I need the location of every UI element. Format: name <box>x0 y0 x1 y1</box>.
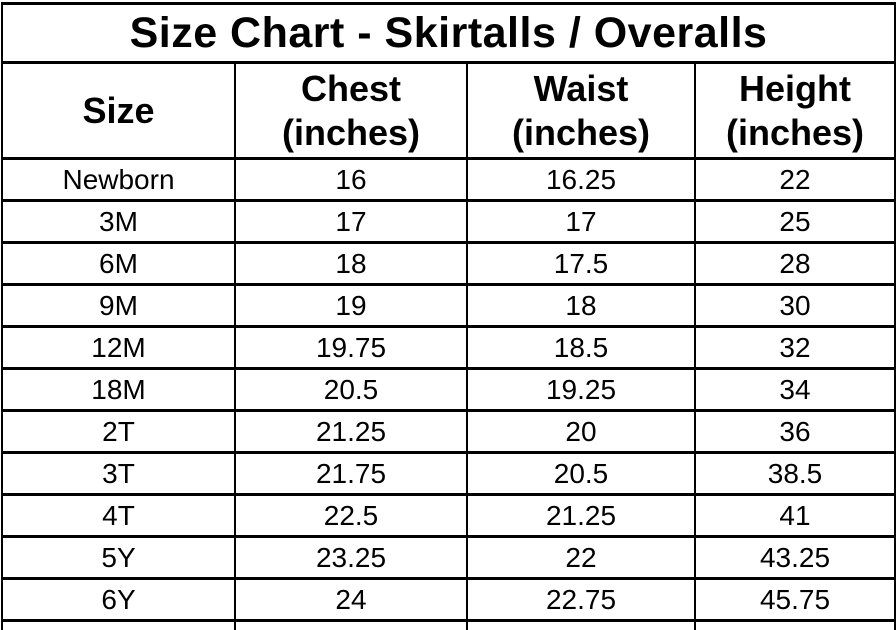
chest-cell: 16 <box>235 159 467 201</box>
size-cell: 9M <box>2 285 235 327</box>
waist-cell: 20 <box>467 411 695 453</box>
chest-cell: 19 <box>235 285 467 327</box>
height-cell: 45.75 <box>695 579 895 621</box>
column-header-size-label: Size <box>3 89 234 133</box>
chest-cell: 20.5 <box>235 369 467 411</box>
waist-cell: 17.5 <box>467 243 695 285</box>
column-header-waist-label: Waist <box>468 67 694 111</box>
size-cell: 6Y <box>2 579 235 621</box>
column-header-waist-unit: (inches) <box>468 111 694 155</box>
table-row: 6Y 24 22.75 45.75 <box>2 579 895 621</box>
size-cell: 6M <box>2 243 235 285</box>
table-row: 5Y 23.25 22 43.25 <box>2 537 895 579</box>
column-header-waist: Waist (inches) <box>467 63 695 159</box>
table-row: 12M 19.75 18.5 32 <box>2 327 895 369</box>
header-row: Size Chest (inches) Waist (inches) Heigh… <box>2 63 895 159</box>
title-row: Size Chart - Skirtalls / Overalls <box>2 4 895 63</box>
waist-cell: 21.25 <box>467 495 695 537</box>
waist-cell: 16.25 <box>467 159 695 201</box>
table-row: 9M 19 18 30 <box>2 285 895 327</box>
table-row: 3M 17 17 25 <box>2 201 895 243</box>
table-row: Newborn 16 16.25 22 <box>2 159 895 201</box>
chest-cell: 22.5 <box>235 495 467 537</box>
chest-cell: 24 <box>235 579 467 621</box>
waist-cell: 22.75 <box>467 579 695 621</box>
stub-cell <box>467 621 695 630</box>
size-cell: Newborn <box>2 159 235 201</box>
waist-cell: 18.5 <box>467 327 695 369</box>
size-cell: 3M <box>2 201 235 243</box>
column-header-chest-unit: (inches) <box>236 111 466 155</box>
height-cell: 34 <box>695 369 895 411</box>
size-cell: 3T <box>2 453 235 495</box>
waist-cell: 18 <box>467 285 695 327</box>
column-header-chest: Chest (inches) <box>235 63 467 159</box>
size-cell: 2T <box>2 411 235 453</box>
height-cell: 25 <box>695 201 895 243</box>
stub-cell <box>2 621 235 630</box>
chest-cell: 21.75 <box>235 453 467 495</box>
chest-cell: 19.75 <box>235 327 467 369</box>
column-header-chest-label: Chest <box>236 67 466 111</box>
chest-cell: 17 <box>235 201 467 243</box>
chest-cell: 21.25 <box>235 411 467 453</box>
height-cell: 36 <box>695 411 895 453</box>
column-header-height-label: Height <box>696 67 894 111</box>
height-cell: 28 <box>695 243 895 285</box>
size-cell: 18M <box>2 369 235 411</box>
size-cell: 12M <box>2 327 235 369</box>
column-header-size: Size <box>2 63 235 159</box>
height-cell: 32 <box>695 327 895 369</box>
height-cell: 43.25 <box>695 537 895 579</box>
stub-cell <box>695 621 895 630</box>
waist-cell: 17 <box>467 201 695 243</box>
cropped-partial-row <box>2 621 895 630</box>
stub-cell <box>235 621 467 630</box>
chest-cell: 18 <box>235 243 467 285</box>
waist-cell: 19.25 <box>467 369 695 411</box>
chest-cell: 23.25 <box>235 537 467 579</box>
column-header-height: Height (inches) <box>695 63 895 159</box>
waist-cell: 20.5 <box>467 453 695 495</box>
table-row: 3T 21.75 20.5 38.5 <box>2 453 895 495</box>
size-cell: 4T <box>2 495 235 537</box>
height-cell: 41 <box>695 495 895 537</box>
table-row: 4T 22.5 21.25 41 <box>2 495 895 537</box>
height-cell: 30 <box>695 285 895 327</box>
table-title: Size Chart - Skirtalls / Overalls <box>2 4 895 63</box>
table-row: 6M 18 17.5 28 <box>2 243 895 285</box>
table-row: 18M 20.5 19.25 34 <box>2 369 895 411</box>
table-row: 2T 21.25 20 36 <box>2 411 895 453</box>
height-cell: 22 <box>695 159 895 201</box>
size-cell: 5Y <box>2 537 235 579</box>
height-cell: 38.5 <box>695 453 895 495</box>
column-header-height-unit: (inches) <box>696 111 894 155</box>
waist-cell: 22 <box>467 537 695 579</box>
